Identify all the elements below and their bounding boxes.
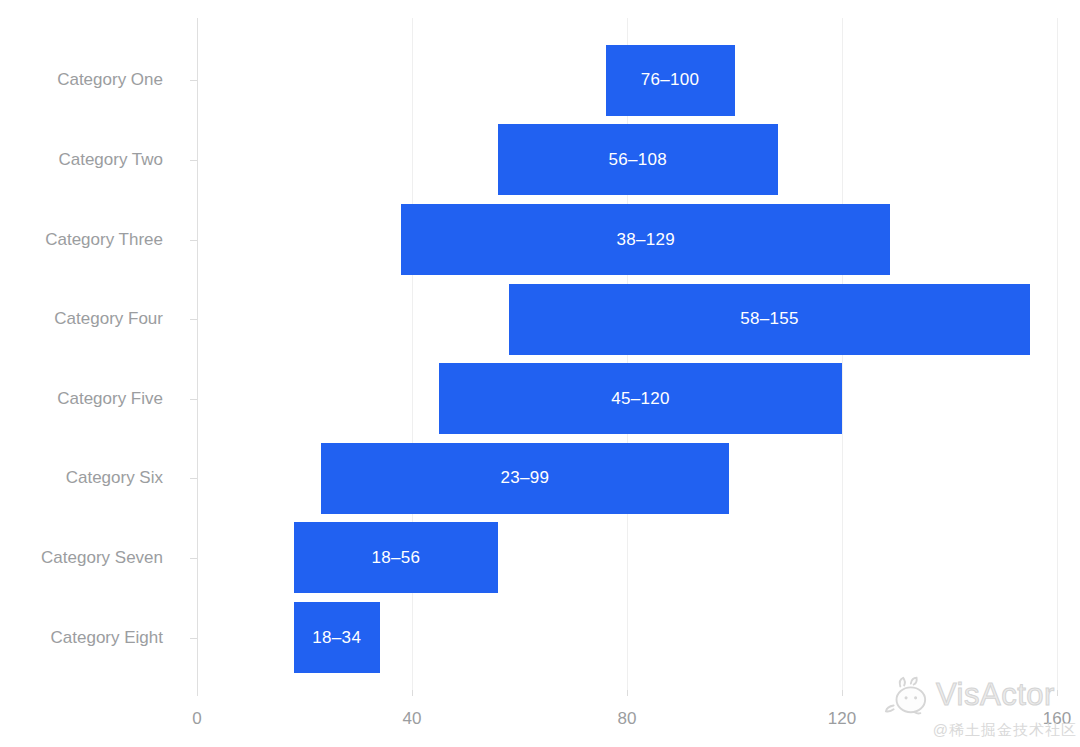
y-axis-tick [190,399,197,400]
range-bar-chart: 0 40 80 120 160 Category One Category Two Categ… [0,0,1080,747]
x-axis-tick [627,690,628,696]
x-axis-tick [842,690,843,696]
y-axis-tick [190,160,197,161]
bar-range-label: 18–56 [371,548,420,568]
y-axis-tick [190,478,197,479]
range-bar[interactable]: 18–56 [294,522,498,593]
x-axis-tick [1057,690,1058,696]
x-axis-tick-label: 40 [382,708,442,730]
y-axis-category-label: Category Three [45,229,163,251]
range-bar[interactable]: 23–99 [321,443,730,514]
x-axis-tick-label: 120 [812,708,872,730]
bar-range-label: 45–120 [611,389,670,409]
bar-range-label: 23–99 [500,468,549,488]
y-axis-tick [190,638,197,639]
y-axis-tick [190,80,197,81]
x-axis-tick-label: 160 [1027,708,1080,730]
bar-range-label: 76–100 [641,70,700,90]
y-axis-category-label: Category Two [58,149,163,171]
y-axis-category-label: Category Four [54,308,163,330]
bar-range-label: 58–155 [740,309,799,329]
y-axis-category-label: Category Five [57,388,163,410]
y-axis-tick [190,558,197,559]
bar-range-label: 56–108 [608,150,667,170]
range-bar[interactable]: 18–34 [294,602,380,673]
bar-range-label: 38–129 [617,230,676,250]
y-axis-category-label: Category One [57,69,163,91]
y-axis-tick [190,240,197,241]
y-axis-category-label: Category Six [66,467,163,489]
range-bar[interactable]: 38–129 [401,204,890,275]
y-axis-category-label: Category Eight [51,627,163,649]
range-bar[interactable]: 58–155 [509,284,1030,355]
grid-line [1057,18,1058,690]
x-axis-tick-label: 80 [597,708,657,730]
range-bar[interactable]: 76–100 [606,45,735,116]
visactor-logo-icon [882,674,932,716]
y-axis-tick [190,319,197,320]
x-axis-tick-label: 0 [167,708,227,730]
x-axis-tick [412,690,413,696]
range-bar[interactable]: 56–108 [498,124,778,195]
range-bar[interactable]: 45–120 [439,363,842,434]
y-axis-category-label: Category Seven [41,547,163,569]
y-axis-line [197,18,198,696]
bar-range-label: 18–34 [312,628,361,648]
